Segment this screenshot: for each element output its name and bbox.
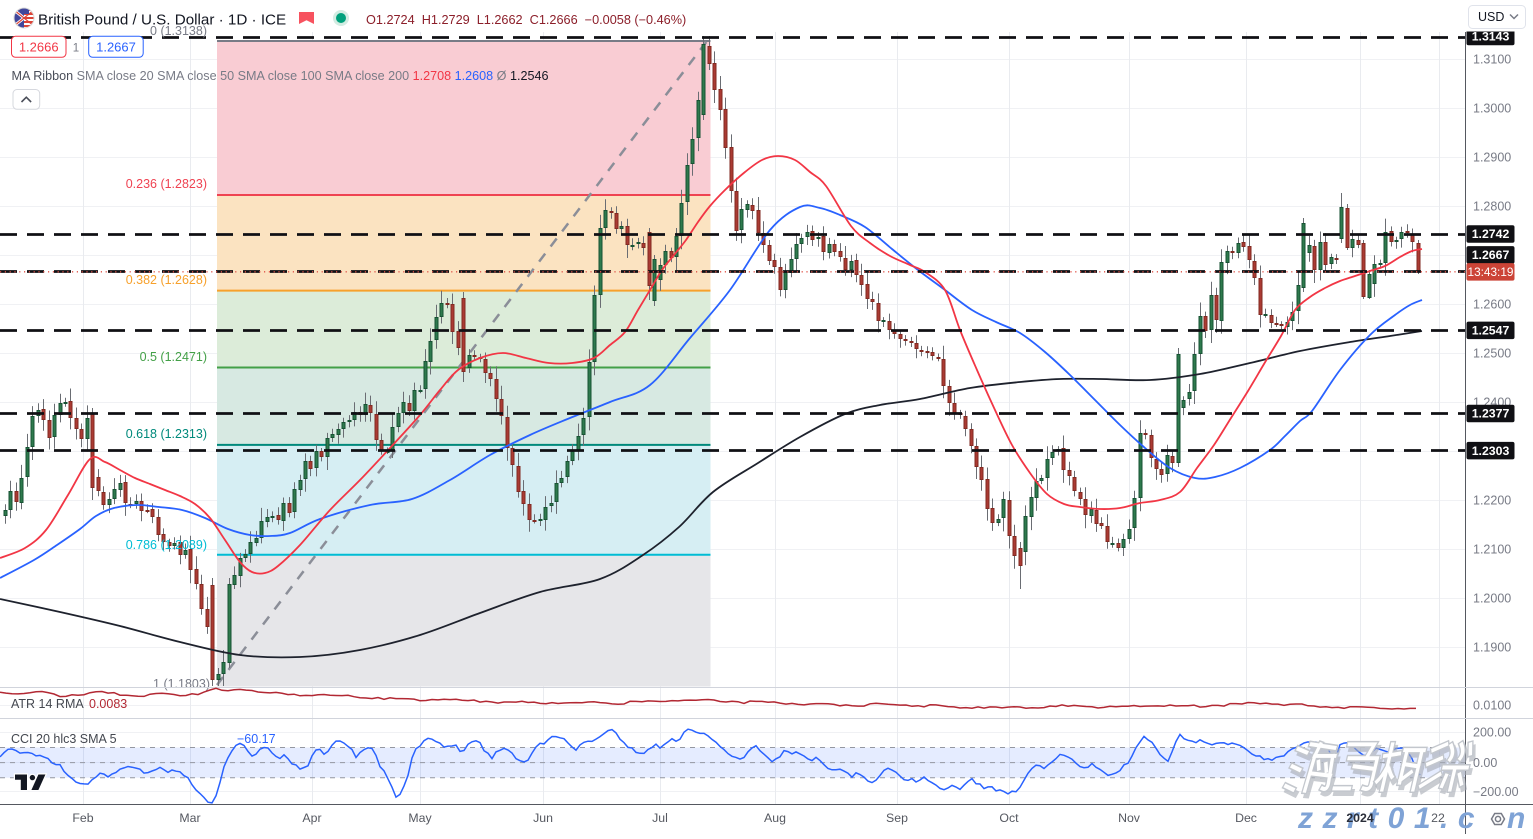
svg-text:1.2200: 1.2200	[1473, 493, 1511, 507]
svg-text:0.382 (1.2628): 0.382 (1.2628)	[126, 273, 207, 287]
svg-text:1.2547: 1.2547	[1472, 324, 1510, 338]
svg-text:0.236 (1.2823): 0.236 (1.2823)	[126, 177, 207, 191]
svg-text:1.2667: 1.2667	[96, 40, 136, 55]
svg-text:0.5 (1.2471): 0.5 (1.2471)	[140, 350, 207, 364]
svg-text:−200.00: −200.00	[1473, 785, 1519, 799]
svg-text:MA Ribbon SMA close 20 SMA clo: MA Ribbon SMA close 20 SMA close 50 SMA …	[12, 69, 549, 83]
svg-text:Oct: Oct	[999, 811, 1019, 825]
svg-text:USD: USD	[1478, 10, 1504, 24]
svg-text:−60.17: −60.17	[237, 732, 276, 746]
svg-text:1: 1	[73, 43, 79, 55]
svg-text:CCI 20 hlc3 SMA 5: CCI 20 hlc3 SMA 5	[11, 732, 117, 746]
svg-text:1.2900: 1.2900	[1473, 150, 1511, 164]
svg-text:May: May	[408, 811, 432, 825]
svg-text:Feb: Feb	[72, 811, 93, 825]
svg-text:1.2800: 1.2800	[1473, 199, 1511, 213]
svg-text:Sep: Sep	[886, 811, 908, 825]
svg-text:2024: 2024	[1346, 811, 1374, 825]
svg-text:200.00: 200.00	[1473, 726, 1511, 740]
svg-text:1.2500: 1.2500	[1473, 346, 1511, 360]
svg-text:0.618 (1.2313): 0.618 (1.2313)	[126, 427, 207, 441]
svg-text:1.2100: 1.2100	[1473, 542, 1511, 556]
svg-text:n: n	[1507, 802, 1525, 834]
svg-text:0.0083: 0.0083	[89, 697, 127, 711]
svg-text:Mar: Mar	[179, 811, 200, 825]
svg-text:1.2742: 1.2742	[1472, 227, 1510, 241]
svg-text:1.3143: 1.3143	[1472, 30, 1510, 44]
svg-text:zzrt01.c: zzrt01.c	[1297, 802, 1484, 834]
svg-text:0.0100: 0.0100	[1473, 698, 1511, 712]
svg-text:Nov: Nov	[1118, 811, 1141, 825]
svg-text:Jul: Jul	[652, 811, 668, 825]
svg-text:1 (1.1803): 1 (1.1803)	[153, 677, 210, 691]
svg-text:0.00: 0.00	[1473, 756, 1497, 770]
svg-text:1.2000: 1.2000	[1473, 591, 1511, 605]
svg-text:1.2303: 1.2303	[1472, 444, 1510, 458]
svg-text:ATR 14 RMA: ATR 14 RMA	[11, 697, 84, 711]
svg-text:22: 22	[1431, 811, 1445, 825]
svg-text:1.2377: 1.2377	[1472, 407, 1510, 421]
svg-text:1.3100: 1.3100	[1473, 52, 1511, 66]
svg-text:1.2600: 1.2600	[1473, 297, 1511, 311]
svg-text:1.3000: 1.3000	[1473, 101, 1511, 115]
svg-text:Aug: Aug	[764, 811, 786, 825]
svg-text:Jun: Jun	[533, 811, 553, 825]
svg-text:1.1900: 1.1900	[1473, 640, 1511, 654]
svg-text:13:43:19: 13:43:19	[1468, 265, 1514, 279]
svg-text:0 (1.3138): 0 (1.3138)	[150, 24, 207, 38]
svg-text:Apr: Apr	[302, 811, 321, 825]
svg-text:Dec: Dec	[1235, 811, 1257, 825]
svg-text:0.786 (1.2089): 0.786 (1.2089)	[126, 538, 207, 552]
svg-text:1.2666: 1.2666	[19, 40, 59, 55]
svg-text:1.2667: 1.2667	[1472, 248, 1510, 262]
svg-text:O1.2724 H1.2729 L1.2662 C1.: O1.2724 H1.2729 L1.2662 C1.2666 −0.0058 …	[366, 13, 686, 27]
